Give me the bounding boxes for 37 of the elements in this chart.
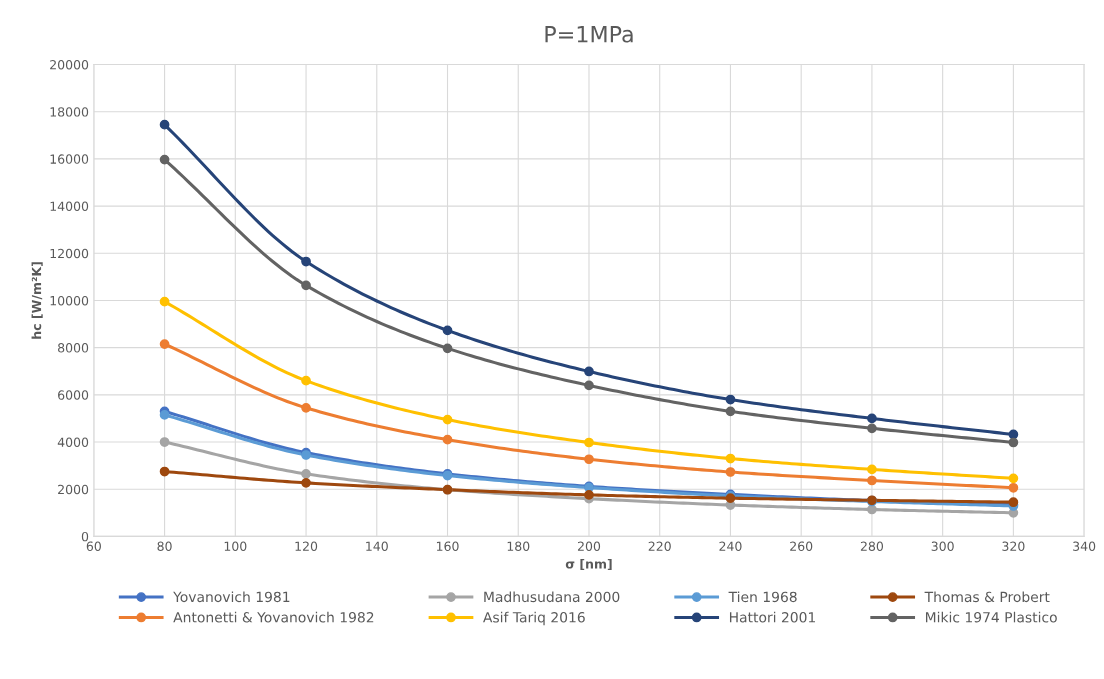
y-tick-label: 12000	[50, 248, 89, 259]
x-tick-label: 260	[790, 541, 813, 551]
legend-label: Tien 1968	[728, 591, 797, 603]
y-axis-title: hc [W/m²K]	[31, 262, 43, 339]
legend-label: Hattori 2001	[729, 611, 816, 623]
y-tick-label: 16000	[50, 154, 89, 164]
x-tick-label: 240	[719, 541, 742, 551]
y-tick-label: 4000	[57, 437, 89, 447]
x-tick-label: 100	[224, 541, 247, 551]
x-tick-label: 160	[436, 541, 459, 551]
y-tick-label: 2000	[58, 484, 89, 495]
legend-label: Asif Tariq 2016	[483, 611, 585, 626]
y-tick-label: 8000	[58, 343, 89, 353]
y-tick-label: 18000	[50, 107, 89, 117]
x-axis-title: σ [nm]	[565, 558, 612, 571]
x-tick-label: 80	[157, 541, 172, 551]
legend-label: Thomas & Probert	[924, 591, 1050, 603]
x-tick-label: 60	[86, 541, 101, 551]
x-tick-label: 320	[1002, 541, 1025, 551]
x-tick-label: 180	[507, 541, 530, 551]
x-tick-label: 340	[1073, 541, 1096, 551]
x-tick-label: 200	[577, 541, 601, 551]
x-tick-label: 300	[931, 541, 954, 551]
legend-label: Mikic 1974 Plastico	[925, 611, 1057, 623]
x-tick-label: 280	[860, 541, 884, 551]
x-tick-label: 140	[366, 541, 388, 551]
legend-label: Madhusudana 2000	[484, 591, 620, 603]
y-tick-label: 20000	[50, 59, 89, 70]
x-tick-label: 120	[295, 541, 318, 551]
chart-title: P=1MPa	[545, 26, 633, 43]
legend-label: Yovanovich 1981	[173, 591, 290, 603]
y-tick-label: 14000	[50, 201, 89, 211]
x-tick-label: 220	[648, 541, 671, 551]
y-tick-label: 6000	[58, 390, 89, 400]
y-tick-label: 10000	[50, 295, 89, 306]
legend-label: Antonetti & Yovanovich 1982	[173, 611, 374, 623]
y-tick-label: 0	[81, 531, 89, 542]
